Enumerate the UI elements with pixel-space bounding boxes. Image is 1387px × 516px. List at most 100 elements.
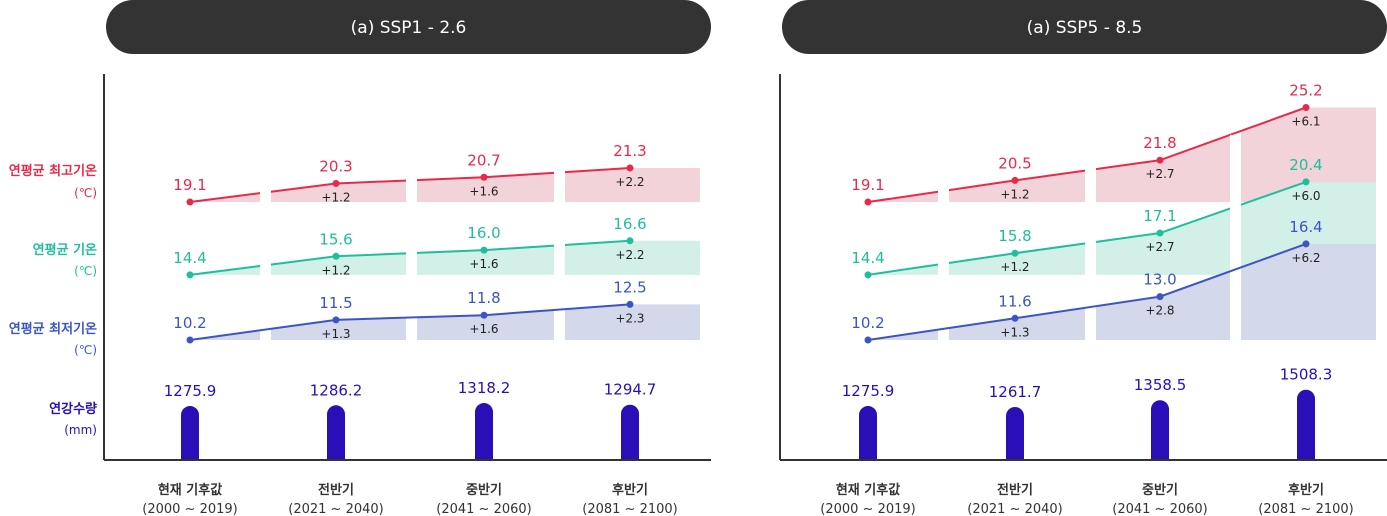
max-point xyxy=(1302,104,1310,111)
max-point xyxy=(864,198,872,206)
min-point xyxy=(332,316,340,324)
separator xyxy=(260,200,271,340)
min-series-line xyxy=(867,242,1307,341)
min-delta-label: +6.2 xyxy=(1291,251,1320,265)
row-unit-1: (℃) xyxy=(74,186,97,200)
precip-bar xyxy=(859,406,877,469)
mean-delta-label: +2.7 xyxy=(1145,240,1174,254)
separator xyxy=(554,62,565,203)
min-value-label: 10.2 xyxy=(173,314,206,332)
precip-bar xyxy=(327,405,345,469)
min-point xyxy=(1302,240,1310,248)
max-point xyxy=(1011,176,1019,184)
mean-point xyxy=(1011,249,1019,257)
min-point xyxy=(626,300,634,308)
category-label: 전반기 xyxy=(318,482,354,498)
precip-value-label: 1294.7 xyxy=(604,381,657,399)
max-delta-label: +6.1 xyxy=(1291,115,1320,129)
separator xyxy=(1085,62,1096,203)
max-point xyxy=(626,164,634,172)
min-value-label: 12.5 xyxy=(613,278,646,296)
category-label: 현재 기후값 xyxy=(158,482,222,498)
category-label: 전반기 xyxy=(997,482,1033,498)
category-label: 후반기 xyxy=(612,482,648,498)
max-shaded-area xyxy=(1085,134,1230,203)
mean-shaded-area xyxy=(198,253,406,275)
min-value-label: 13.0 xyxy=(1143,271,1176,289)
panel-ssp5-85: (a) SSP5 - 8.5 19.1 20.5 +1.2 21.8 +2.7 25.2 +6… xyxy=(779,0,1387,516)
min-point xyxy=(1156,293,1164,301)
min-shaded-area xyxy=(1085,271,1230,340)
mean-point xyxy=(480,246,488,254)
precip-bar xyxy=(475,403,493,469)
panel-title: (a) SSP5 - 8.5 xyxy=(1027,18,1143,38)
min-shaded-area xyxy=(1230,243,1376,340)
row-unit-3: (℃) xyxy=(74,343,97,357)
separator xyxy=(406,62,417,203)
max-value-label: 21.8 xyxy=(1143,134,1176,152)
max-shaded-area xyxy=(406,172,554,203)
max-value-label: 20.7 xyxy=(467,151,500,169)
precip-bar xyxy=(621,404,639,469)
separator xyxy=(554,200,565,340)
min-delta-label: +2.8 xyxy=(1145,304,1174,318)
max-value-label: 25.2 xyxy=(1289,82,1322,100)
min-point xyxy=(480,311,488,319)
axis-mask xyxy=(780,460,1387,472)
separator xyxy=(938,62,949,203)
mean-value-label: 14.4 xyxy=(173,249,206,267)
category-period: (2041 ~ 2060) xyxy=(1112,502,1207,516)
category-period: (2000 ~ 2019) xyxy=(142,502,237,516)
max-shaded-area xyxy=(554,167,700,203)
row-unit-4: (mm) xyxy=(64,423,97,437)
min-delta-label: +1.3 xyxy=(1000,325,1029,339)
min-delta-label: +1.6 xyxy=(469,322,498,336)
precip-bar xyxy=(1006,407,1024,469)
max-point xyxy=(1156,156,1164,164)
mean-shaded-area xyxy=(406,245,554,275)
min-shaded-area xyxy=(406,309,554,340)
row-label-3: 연평균 최저기온 xyxy=(9,321,97,337)
panel-title-pill xyxy=(782,0,1387,54)
separator xyxy=(1085,200,1096,340)
precip-value-label: 1508.3 xyxy=(1280,366,1333,384)
min-value-label: 11.6 xyxy=(998,292,1031,310)
category-label: 후반기 xyxy=(1288,482,1324,498)
category-period: (2041 ~ 2060) xyxy=(436,502,531,516)
max-delta-label: +1.6 xyxy=(469,184,498,198)
mean-point xyxy=(864,271,872,279)
category-period: (2021 ~ 2040) xyxy=(967,502,1062,516)
min-series-line xyxy=(189,303,631,341)
separator xyxy=(938,200,949,340)
mean-point xyxy=(186,271,194,279)
precip-value-label: 1358.5 xyxy=(1134,376,1187,394)
mean-delta-label: +1.2 xyxy=(1000,260,1029,274)
min-delta-label: +1.3 xyxy=(321,327,350,341)
category-label: 중반기 xyxy=(466,482,502,498)
mean-shaded-area xyxy=(554,240,700,275)
max-point xyxy=(332,179,340,187)
category-label: 현재 기후값 xyxy=(836,482,900,498)
precip-bar xyxy=(1151,400,1169,469)
mean-delta-label: +1.6 xyxy=(469,257,498,271)
mean-value-label: 16.0 xyxy=(467,224,500,242)
min-value-label: 16.4 xyxy=(1289,218,1322,236)
max-delta-label: +1.2 xyxy=(1000,187,1029,201)
mean-value-label: 14.4 xyxy=(851,249,884,267)
min-value-label: 11.5 xyxy=(319,294,352,312)
category-period: (2021 ~ 2040) xyxy=(288,502,383,516)
min-point xyxy=(1011,314,1019,322)
row-labels: 연평균 최고기온 (℃) 연평균 기온 (℃) 연평균 최저기온 (℃) 연강수량 (mm) xyxy=(9,163,97,437)
max-shaded-area xyxy=(198,180,406,203)
max-delta-label: +2.2 xyxy=(615,175,644,189)
mean-delta-label: +2.2 xyxy=(615,248,644,262)
max-delta-label: +1.2 xyxy=(321,190,350,204)
panel-title: (a) SSP1 - 2.6 xyxy=(351,18,467,38)
max-shaded-area xyxy=(1230,107,1376,203)
category-label: 중반기 xyxy=(1142,482,1178,498)
min-delta-label: +2.3 xyxy=(615,311,644,325)
precip-value-label: 1275.9 xyxy=(842,382,895,400)
precip-bar xyxy=(1297,389,1315,469)
category-period: (2000 ~ 2019) xyxy=(820,502,915,516)
